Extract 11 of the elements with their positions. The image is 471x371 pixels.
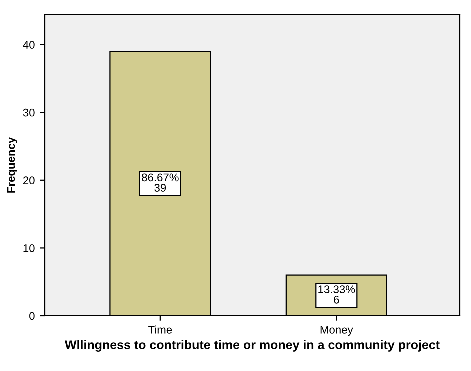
data-label: 86.67% 39 [142,174,179,192]
data-label: 13.33% 6 [318,286,356,304]
y-tick-label: 20 [23,176,35,185]
x-tick-label: Time [148,326,172,334]
y-axis-title: Frequency [7,137,18,193]
x-tick-label: Money [320,326,354,336]
y-tick-label: 10 [24,244,35,252]
x-axis-title: Wllingness to contribute time or money in a community project [65,340,440,352]
y-tick-label: 30 [23,108,35,117]
y-tick-label: 0 [30,312,35,320]
y-tick-label: 40 [23,41,35,49]
